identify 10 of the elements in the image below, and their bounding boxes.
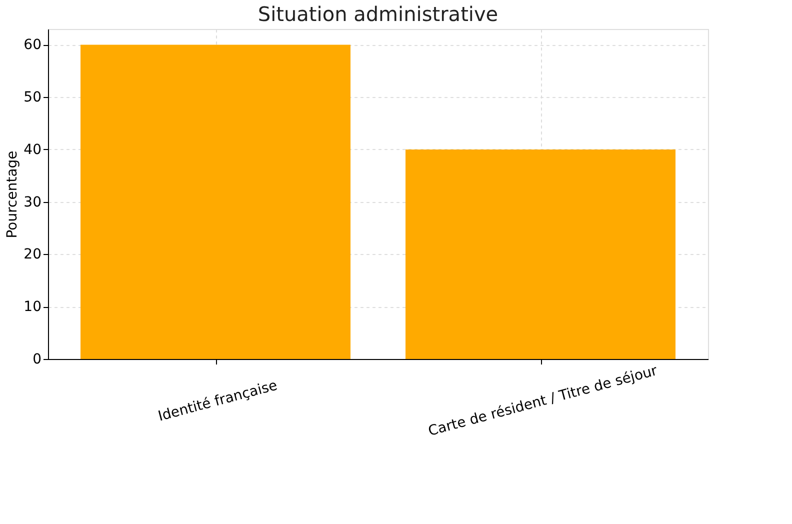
y-tick-label: 60: [24, 37, 42, 54]
y-tick-label: 20: [24, 246, 42, 263]
chart-title: Situation administrative: [258, 2, 498, 26]
y-tick-label: 40: [24, 142, 42, 158]
y-tick-label: 50: [24, 90, 42, 106]
y-tick-label: 0: [32, 352, 42, 368]
y-tick-label: 10: [24, 299, 42, 316]
y-tick-label: 30: [24, 194, 42, 210]
x-tick-label: Carte de résident / Titre de séjour: [426, 362, 660, 440]
y-axis-title: Pourcentage: [4, 150, 21, 238]
